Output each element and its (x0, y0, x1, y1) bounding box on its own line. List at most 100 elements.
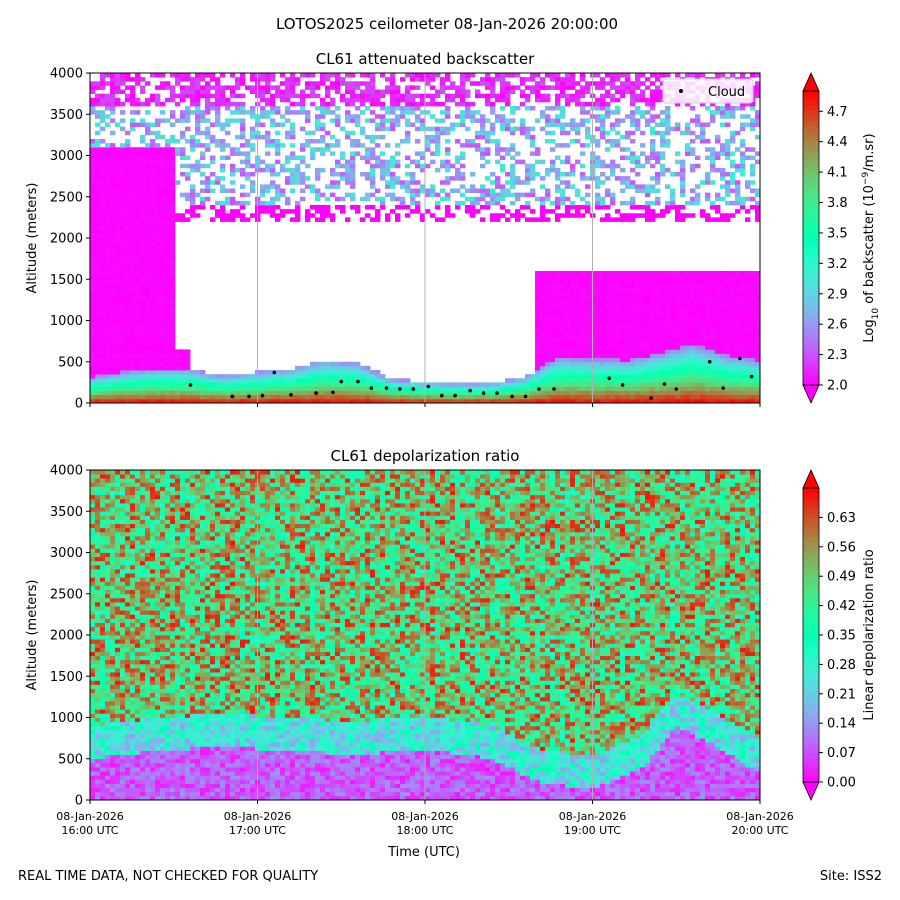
depolarization-panel: CL61 depolarization ratio 0 500 1000 1500 200… (25, 447, 877, 860)
y-tick-label: 4000 (50, 464, 83, 479)
cloud-base-marker (453, 393, 457, 398)
cloud-base-marker (552, 387, 556, 391)
colorbar-tick-label: 0.00 (827, 776, 856, 791)
y-tick-label: 3000 (50, 149, 83, 164)
cloud-base-marker (188, 383, 193, 387)
colorbar-tick-label: 0.14 (827, 717, 856, 732)
cloud-base-marker (289, 393, 293, 397)
x-tick-label-time: 17:00 UTC (229, 824, 286, 837)
y-tick-label: 2000 (50, 232, 83, 247)
figure-title: LOTOS2025 ceilometer 08-Jan-2026 20:00:0… (276, 15, 618, 33)
legend: Cloud (662, 78, 754, 104)
colorbar: 2.0 2.3 2.6 2.9 3.2 3.5 3.8 4.1 4.4 4.7 Log10 of b… (802, 72, 881, 404)
colorbar-extend-min (802, 384, 820, 404)
colorbar: 0.00 0.07 0.14 0.21 0.28 0.35 0.42 0.49 0.56 0.63… (802, 469, 877, 801)
cloud-base-marker (749, 374, 754, 379)
colorbar-tick-label: 0.35 (827, 629, 856, 644)
cloud-base-marker (426, 384, 431, 389)
site-label: Site: ISS2 (819, 869, 882, 884)
cloud-base-marker (384, 386, 389, 390)
colorbar-tick-label: 0.21 (827, 687, 856, 702)
y-tick-label: 3500 (50, 505, 83, 520)
colorbar-tick-label: 4.1 (827, 166, 848, 181)
cloud-base-marker (314, 391, 318, 395)
cloud-base-marker (738, 356, 742, 361)
x-tick-label-date: 08-Jan-2026 (391, 810, 459, 823)
cloud-base-marker (369, 386, 374, 390)
y-tick-label: 3500 (50, 108, 83, 123)
colorbar-tick-label: 2.9 (827, 287, 848, 302)
y-tick-label: 0 (75, 397, 83, 412)
cloud-base-marker (468, 388, 473, 393)
colorbar-tick-label: 2.0 (827, 379, 848, 394)
colorbar-tick-label: 3.2 (827, 257, 848, 272)
colorbar-tick-label: 0.56 (827, 540, 856, 555)
y-tick-label: 4000 (50, 67, 83, 82)
y-tick-label: 1000 (50, 711, 83, 726)
colorbar-tick-label: 4.4 (827, 135, 848, 150)
cloud-base-marker (260, 393, 265, 398)
cloud-base-marker (537, 387, 541, 391)
colorbar-label: Log10 of backscatter (10−9/m.sr) (861, 133, 881, 342)
x-tick-label-time: 20:00 UTC (731, 824, 788, 837)
colorbar-tick-label: 4.7 (827, 105, 848, 120)
cloud-base-marker (272, 370, 277, 375)
cloud-base-marker (662, 382, 667, 386)
legend-label: Cloud (708, 85, 745, 100)
backscatter-panel: CL61 attenuated backscatter 0 500 1000 1500 2… (25, 50, 881, 412)
y-tick-label: 500 (58, 355, 83, 370)
colorbar-tick-label: 0.28 (827, 658, 856, 673)
panel-title: CL61 depolarization ratio (331, 447, 520, 465)
legend-marker (679, 89, 683, 93)
cloud-base-marker (440, 393, 444, 398)
legend-box (662, 78, 754, 104)
cloud-base-marker (230, 394, 235, 399)
x-tick-label-time: 18:00 UTC (396, 824, 453, 837)
cloud-base-marker (510, 394, 514, 399)
cloud-base-marker (331, 390, 335, 395)
colorbar-tick-label: 3.5 (827, 226, 848, 241)
x-tick-label-time: 16:00 UTC (61, 824, 118, 837)
y-tick-label: 2500 (50, 587, 83, 602)
cloud-base-marker (721, 386, 725, 390)
y-axis-label: Altitude (meters) (25, 580, 40, 691)
x-tick-label-time: 19:00 UTC (564, 824, 621, 837)
colorbar-extend-min (802, 781, 820, 801)
y-tick-label: 500 (58, 752, 83, 767)
y-tick-label: 1500 (50, 670, 83, 685)
x-tick-label-date: 08-Jan-2026 (224, 810, 292, 823)
cloud-base-marker (411, 387, 416, 391)
colorbar-tick-label: 0.07 (827, 746, 856, 761)
cloud-base-marker (247, 394, 251, 399)
cloud-base-marker (481, 391, 486, 395)
x-axis-label: Time (UTC) (387, 845, 460, 860)
cloud-base-marker (523, 394, 528, 399)
y-tick-label: 2000 (50, 629, 83, 644)
y-tick-label: 3000 (50, 546, 83, 561)
colorbar-extend-max (802, 469, 820, 489)
colorbar-tick-label: 0.49 (827, 570, 856, 585)
colorbar-extend-max (802, 72, 820, 92)
colorbar-label: Linear depolarization ratio (862, 549, 877, 720)
y-tick-label: 0 (75, 794, 83, 809)
colorbar-tick-label: 0.42 (827, 599, 856, 614)
quality-disclaimer: REAL TIME DATA, NOT CHECKED FOR QUALITY (18, 869, 319, 884)
cloud-base-marker (707, 360, 712, 364)
cloud-base-marker (674, 387, 679, 391)
panel-title: CL61 attenuated backscatter (316, 50, 535, 68)
colorbar-tick-label: 2.3 (827, 348, 848, 363)
colorbar-tick-label: 2.6 (827, 318, 848, 333)
cloud-base-marker (607, 376, 612, 381)
heatmap-field (90, 470, 760, 800)
cloud-base-marker (356, 379, 360, 384)
colorbar-tick-label: 0.63 (827, 511, 856, 526)
cloud-base-marker (339, 379, 344, 384)
colorbar-tick-label: 3.8 (827, 196, 848, 211)
y-tick-label: 1000 (50, 314, 83, 329)
x-tick-label-date: 08-Jan-2026 (559, 810, 627, 823)
y-tick-label: 1500 (50, 273, 83, 288)
cloud-base-marker (620, 383, 625, 387)
cloud-base-marker (649, 396, 653, 400)
cloud-base-marker (398, 387, 402, 391)
